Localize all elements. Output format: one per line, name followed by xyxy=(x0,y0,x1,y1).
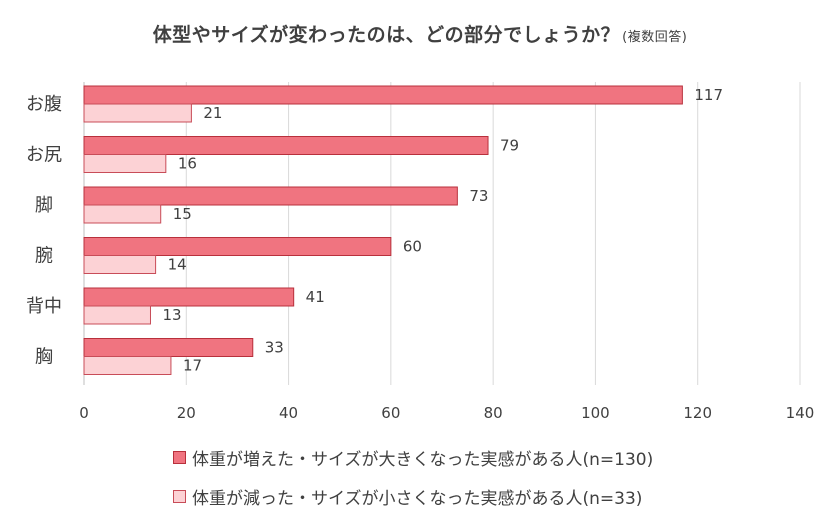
x-tick-label: 0 xyxy=(79,404,89,422)
bar-chart: 0 20 40 60 80 100 120 140 お腹 117 21 お尻 79 16 脚 73 15 腕 60 1… xyxy=(26,82,815,422)
x-tick-label: 140 xyxy=(786,404,815,422)
data-label: 33 xyxy=(265,339,284,357)
category-label: 脚 xyxy=(35,195,53,216)
chart-title-note: (複数回答) xyxy=(622,30,688,45)
data-label: 17 xyxy=(183,357,202,375)
category-label: 胸 xyxy=(35,347,53,368)
bar xyxy=(83,136,489,155)
x-tick-label: 120 xyxy=(683,404,712,422)
chart-title: 体型やサイズが変わったのは、どの部分でしょうか？ (複数回答) xyxy=(0,20,840,47)
bar xyxy=(83,356,172,375)
bar xyxy=(83,85,683,105)
bar xyxy=(83,237,392,256)
legend-swatch-decrease xyxy=(173,490,186,503)
bar xyxy=(83,154,167,173)
category-label: お腹 xyxy=(26,94,62,115)
x-tick-label: 100 xyxy=(581,404,610,422)
chart-title-text: 体型やサイズが変わったのは、どの部分でしょうか？ xyxy=(152,24,621,46)
x-tick-label: 20 xyxy=(177,404,196,422)
bar xyxy=(83,255,157,274)
legend-label-decrease: 体重が減った・サイズが小さくなった実感がある人(n=33) xyxy=(192,489,643,509)
bar xyxy=(83,338,254,357)
data-label: 73 xyxy=(469,187,488,205)
bar xyxy=(83,287,295,307)
bar xyxy=(83,103,192,123)
legend-item-increase: 体重が増えた・サイズが大きくなった実感がある人(n=130) xyxy=(173,445,653,470)
data-label: 13 xyxy=(162,306,181,324)
data-label: 117 xyxy=(694,86,723,104)
bar xyxy=(83,186,458,206)
data-label: 14 xyxy=(168,256,187,274)
x-tick-label: 60 xyxy=(381,404,400,422)
bar xyxy=(83,204,162,224)
data-label: 15 xyxy=(173,205,192,223)
category-label: お尻 xyxy=(26,145,62,166)
legend-label-increase: 体重が増えた・サイズが大きくなった実感がある人(n=130) xyxy=(192,450,654,470)
category-label: 背中 xyxy=(26,296,62,317)
data-label: 41 xyxy=(306,288,325,306)
legend-item-decrease: 体重が減った・サイズが小さくなった実感がある人(n=33) xyxy=(173,484,642,509)
x-tick-label: 80 xyxy=(484,404,503,422)
data-label: 21 xyxy=(203,104,222,122)
data-label: 60 xyxy=(403,238,422,256)
bar xyxy=(83,305,151,325)
category-label: 腕 xyxy=(35,246,53,267)
data-label: 16 xyxy=(178,155,197,173)
legend-swatch-increase xyxy=(173,451,186,464)
x-tick-label: 40 xyxy=(279,404,298,422)
data-label: 79 xyxy=(500,137,519,155)
